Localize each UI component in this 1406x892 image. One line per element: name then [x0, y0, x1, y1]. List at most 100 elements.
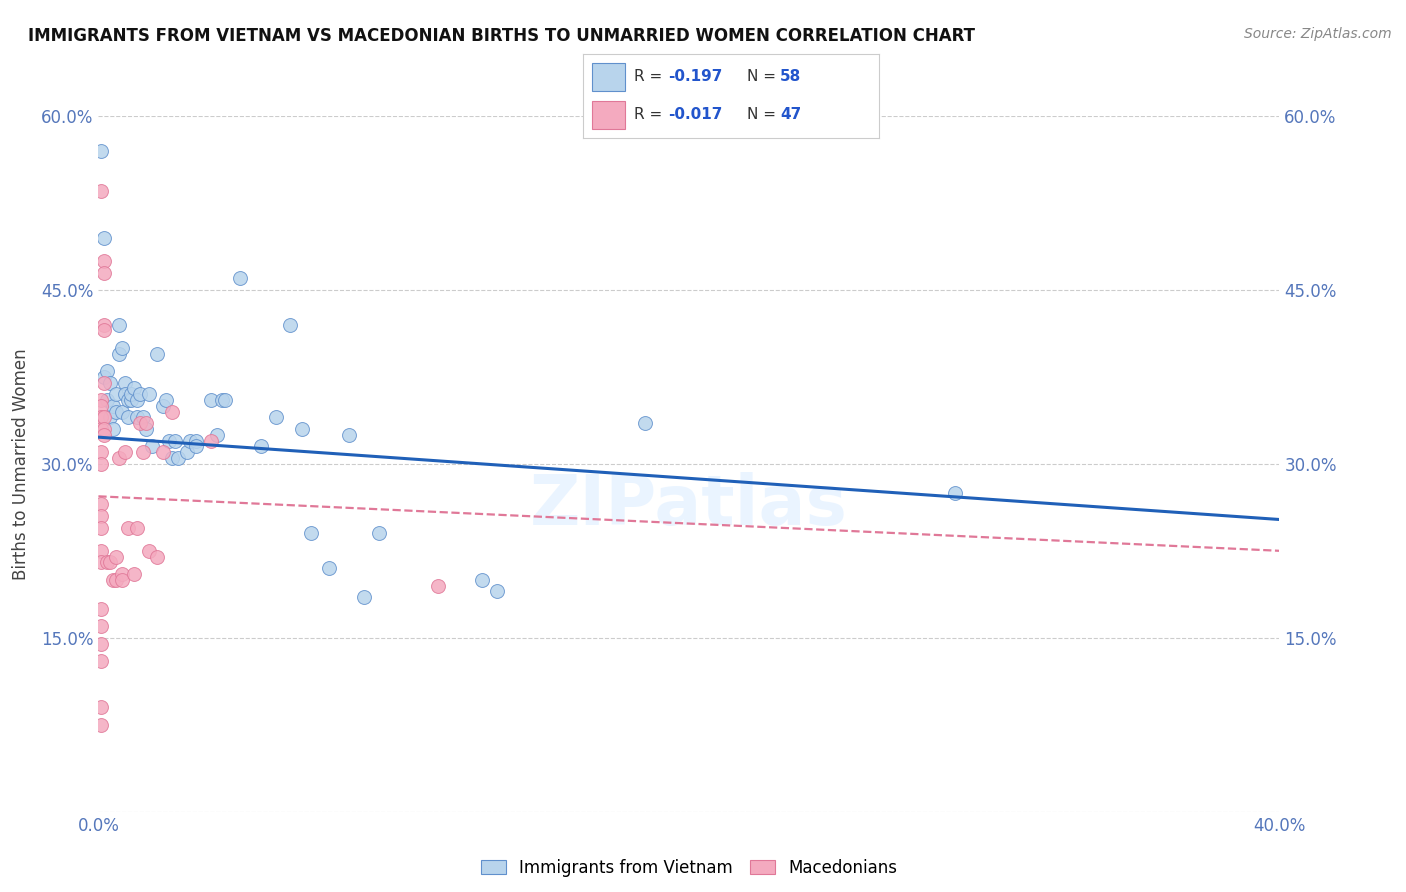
- Point: [162, 450, 183, 465]
- Legend: Immigrants from Vietnam, Macedonians: Immigrants from Vietnam, Macedonians: [474, 852, 904, 883]
- Point: [98, 410, 121, 425]
- Point: [108, 346, 131, 360]
- Point: [90, 392, 112, 407]
- Point: [93, 427, 115, 442]
- Point: [427, 578, 450, 592]
- Y-axis label: Births to Unmarried Women: Births to Unmarried Women: [11, 348, 30, 580]
- Point: [98, 555, 121, 569]
- Point: [214, 392, 236, 407]
- Point: [96, 364, 118, 378]
- Point: [105, 549, 128, 564]
- Point: [93, 422, 115, 436]
- Point: [318, 561, 340, 575]
- Point: [90, 497, 112, 511]
- Point: [90, 700, 112, 714]
- Point: [211, 392, 233, 407]
- Point: [90, 184, 112, 198]
- Point: [114, 387, 136, 401]
- Point: [93, 324, 115, 338]
- Point: [339, 427, 360, 442]
- Point: [128, 416, 150, 430]
- Point: [633, 416, 655, 430]
- Bar: [592, 62, 624, 91]
- Point: [103, 422, 125, 436]
- Text: Source: ZipAtlas.com: Source: ZipAtlas.com: [1244, 27, 1392, 41]
- Text: IMMIGRANTS FROM VIETNAM VS MACEDONIAN BIRTHS TO UNMARRIED WOMEN CORRELATION CHAR: IMMIGRANTS FROM VIETNAM VS MACEDONIAN BI…: [28, 27, 976, 45]
- Point: [90, 422, 112, 436]
- Point: [96, 555, 118, 569]
- Point: [200, 434, 222, 448]
- Point: [205, 427, 228, 442]
- Point: [125, 410, 148, 425]
- Point: [135, 422, 157, 436]
- Point: [103, 573, 125, 587]
- Point: [93, 318, 115, 332]
- Point: [135, 416, 157, 430]
- Point: [108, 318, 131, 332]
- Point: [98, 376, 121, 390]
- Point: [353, 591, 375, 605]
- Point: [117, 392, 139, 407]
- Point: [90, 445, 112, 459]
- Point: [122, 567, 145, 582]
- Point: [93, 230, 115, 244]
- Point: [264, 410, 287, 425]
- Point: [93, 266, 115, 280]
- Text: N =: N =: [748, 70, 782, 85]
- Point: [90, 601, 112, 615]
- Point: [132, 445, 155, 459]
- Point: [111, 405, 134, 419]
- Point: [157, 434, 180, 448]
- Point: [167, 450, 190, 465]
- Point: [111, 341, 134, 355]
- Point: [96, 392, 118, 407]
- Point: [90, 654, 112, 668]
- Point: [90, 457, 112, 471]
- Point: [943, 485, 966, 500]
- Point: [132, 410, 155, 425]
- Point: [155, 392, 177, 407]
- Point: [278, 318, 302, 332]
- Point: [138, 543, 160, 558]
- Point: [93, 410, 115, 425]
- Point: [162, 405, 183, 419]
- Point: [152, 399, 174, 413]
- Point: [486, 584, 509, 599]
- Point: [114, 376, 136, 390]
- Point: [90, 543, 112, 558]
- Point: [90, 520, 112, 534]
- Point: [90, 508, 112, 523]
- Point: [105, 405, 128, 419]
- Point: [117, 520, 139, 534]
- Point: [120, 387, 142, 401]
- Text: ZIPatlas: ZIPatlas: [530, 472, 848, 539]
- Point: [146, 549, 169, 564]
- Point: [90, 144, 112, 158]
- Point: [90, 410, 112, 425]
- Text: N =: N =: [748, 107, 782, 122]
- Point: [103, 399, 125, 413]
- Point: [141, 439, 163, 453]
- Text: -0.017: -0.017: [668, 107, 723, 122]
- Point: [299, 526, 322, 541]
- Point: [125, 392, 148, 407]
- Point: [368, 526, 391, 541]
- Point: [105, 573, 128, 587]
- Point: [108, 450, 131, 465]
- Point: [229, 271, 252, 285]
- Text: R =: R =: [634, 70, 666, 85]
- Point: [93, 253, 115, 268]
- Point: [200, 392, 222, 407]
- Point: [471, 573, 494, 587]
- Point: [125, 520, 148, 534]
- Point: [184, 439, 207, 453]
- Point: [111, 573, 134, 587]
- Point: [90, 619, 112, 633]
- Point: [291, 422, 314, 436]
- Point: [184, 434, 207, 448]
- Point: [250, 439, 273, 453]
- Point: [165, 434, 187, 448]
- Text: 47: 47: [780, 107, 801, 122]
- Point: [179, 434, 201, 448]
- Point: [117, 410, 139, 425]
